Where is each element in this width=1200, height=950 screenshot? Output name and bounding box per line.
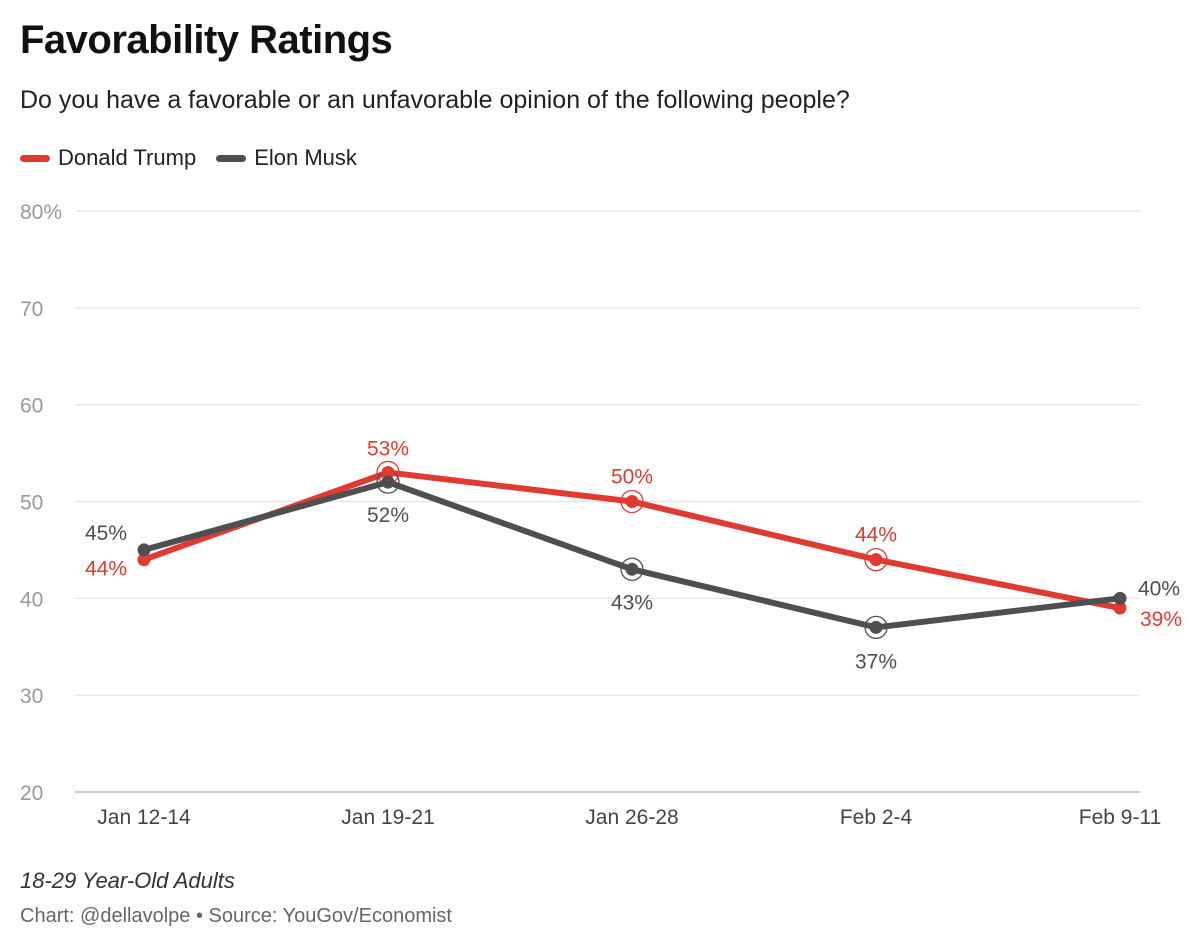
data-label-trump: 50% [611, 466, 653, 489]
chart-subtitle: Do you have a favorable or an unfavorabl… [20, 86, 850, 114]
x-tick-label: Feb 9-11 [1079, 806, 1162, 829]
point-ring-trump [864, 547, 888, 572]
y-tick-label: 70 [20, 298, 43, 321]
x-tick-label: Jan 12-14 [97, 806, 191, 829]
x-tick-label: Jan 26-28 [585, 806, 678, 829]
line-chart: 80% 70 60 50 40 30 20 Jan 12-14 Jan 19-21 Jan 26-… [20, 201, 1182, 829]
data-label-musk: 45% [85, 522, 127, 545]
data-label-trump: 44% [855, 524, 897, 547]
data-point-musk [1113, 591, 1127, 605]
data-label-musk: 40% [1138, 577, 1180, 600]
data-point-trump [625, 495, 639, 508]
data-point-trump [1113, 601, 1127, 615]
x-tick-label: Feb 2-4 [840, 806, 913, 829]
chart-source: Chart: @dellavolpe • Source: YouGov/Econ… [20, 905, 452, 927]
data-label-trump: 39% [1140, 608, 1182, 631]
y-tick-label: 40 [20, 588, 43, 611]
legend-swatch-trump [20, 154, 50, 162]
y-tick-label: 20 [20, 782, 43, 805]
data-point-musk [381, 475, 395, 489]
point-ring-trump [620, 489, 644, 514]
x-tick-label: Jan 19-21 [341, 806, 434, 829]
y-tick-label: 60 [20, 395, 43, 418]
y-tick-label: 80% [20, 201, 62, 224]
data-point-trump [869, 553, 883, 567]
y-tick-label: 50 [20, 492, 43, 515]
data-label-trump: 44% [85, 558, 127, 581]
data-point-musk [869, 620, 883, 634]
data-point-musk [625, 562, 639, 576]
y-tick-label: 30 [20, 685, 43, 708]
data-label-musk: 52% [367, 504, 409, 527]
data-point-trump [137, 553, 151, 567]
series-line-trump [141, 469, 1123, 612]
legend-item-musk: Elon Musk [216, 145, 357, 171]
legend-label-trump: Donald Trump [58, 145, 197, 170]
point-ring-musk [620, 557, 644, 581]
chart-title: Favorability Ratings [20, 18, 393, 62]
legend-item-trump: Donald Trump [20, 145, 196, 171]
data-label-musk: 43% [611, 591, 653, 614]
chart-note: 18-29 Year-Old Adults [20, 868, 235, 893]
data-label-musk: 37% [855, 650, 897, 673]
legend-swatch-musk [216, 154, 247, 162]
legend-label-musk: Elon Musk [254, 145, 357, 170]
data-point-trump [381, 465, 395, 479]
data-point-musk [137, 543, 151, 557]
legend: Donald Trump Elon Musk [20, 145, 357, 171]
point-ring-musk [864, 615, 888, 640]
data-label-trump: 53% [367, 437, 409, 460]
